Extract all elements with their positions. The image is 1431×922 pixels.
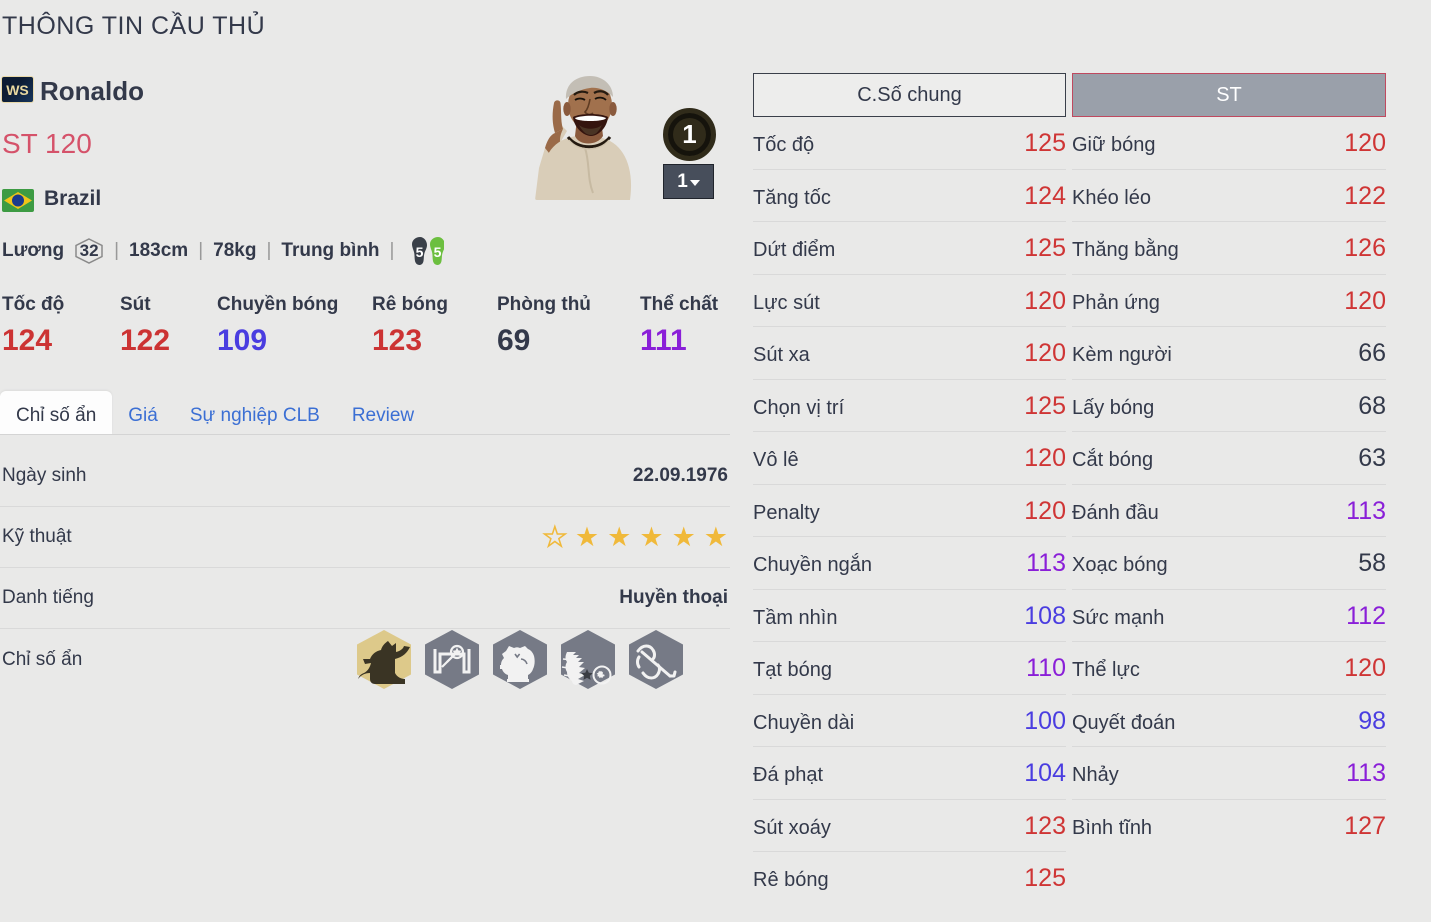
svg-text:5: 5 (416, 244, 424, 260)
svg-text:5: 5 (434, 244, 442, 260)
